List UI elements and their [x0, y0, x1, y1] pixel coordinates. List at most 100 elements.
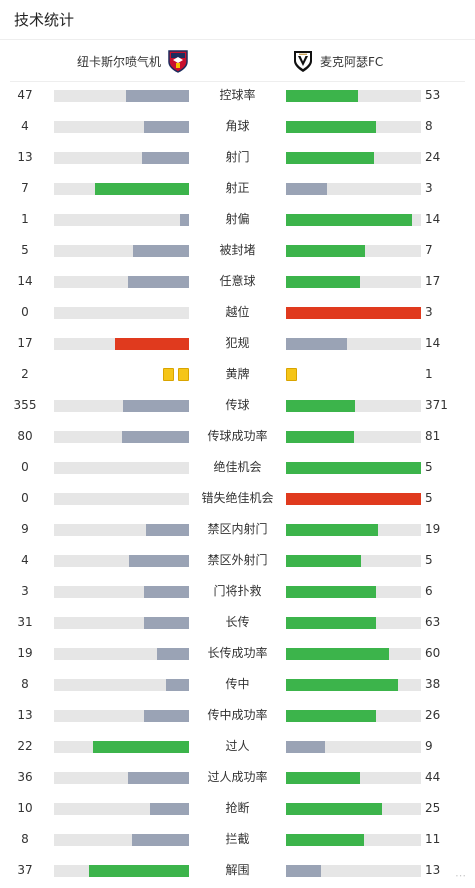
home-stat-value: 4: [21, 119, 29, 133]
home-stat-value: 47: [17, 88, 33, 102]
home-stat-bar-track: [54, 307, 189, 319]
home-stat-bar-fill: [94, 183, 189, 195]
away-stat-bar-track: [286, 772, 421, 784]
stat-row: 0 绝佳机会 5: [0, 452, 475, 483]
away-stat-value: 19: [425, 522, 441, 536]
away-stat-value: 14: [425, 212, 441, 226]
home-stat-bar-fill: [89, 865, 189, 877]
stat-row: 13 射门 24: [0, 142, 475, 173]
home-stat-bar-fill: [141, 152, 189, 164]
home-stat-bar-track: [54, 338, 189, 350]
away-stat-bar-track: [286, 524, 421, 536]
home-stat-bar-fill: [144, 121, 189, 133]
home-stat-bar-fill: [121, 431, 189, 443]
home-stat-value: 13: [17, 150, 33, 164]
home-stat-value: 2: [21, 367, 29, 381]
home-stat-bar-track: [54, 524, 189, 536]
stat-row: 355 传球 371: [0, 390, 475, 421]
stat-row: 4 角球 8: [0, 111, 475, 142]
stat-row: 7 射正 3: [0, 173, 475, 204]
away-team-name: 麦克阿瑟FC: [320, 54, 384, 69]
stat-label: 传球: [225, 398, 250, 412]
away-stat-value: 8: [425, 119, 433, 133]
away-stat-bar-track: [286, 338, 421, 350]
home-stat-value: 5: [21, 243, 29, 257]
home-stat-value: 19: [17, 646, 33, 660]
away-stat-value: 14: [425, 336, 441, 350]
away-team[interactable]: 麦克阿瑟FC: [292, 40, 383, 82]
home-stat-value: 1: [21, 212, 29, 226]
yellow-card-icon: [178, 368, 189, 381]
home-stat-bar-fill: [123, 400, 189, 412]
away-stat-value: 25: [425, 801, 441, 815]
home-stat-value: 10: [17, 801, 33, 815]
stat-row: 37 解围 13: [0, 855, 475, 886]
away-stat-bar-track: [286, 710, 421, 722]
home-stat-bar-track: [54, 493, 189, 505]
home-stat-bar-track: [54, 152, 189, 164]
home-stat-bar-track: [54, 865, 189, 877]
away-stat-value: 371: [425, 398, 448, 412]
home-stat-value: 8: [21, 832, 29, 846]
away-stat-value: 38: [425, 677, 441, 691]
stat-label: 犯规: [225, 336, 250, 350]
stat-row: 0 错失绝佳机会 5: [0, 483, 475, 514]
stat-label: 任意球: [219, 274, 256, 288]
away-stat-bar-fill: [286, 276, 361, 288]
away-stat-bar-fill: [286, 183, 327, 195]
home-stat-bar-fill: [129, 555, 189, 567]
home-stat-bar-fill: [144, 586, 189, 598]
home-stat-value: 3: [21, 584, 29, 598]
home-stat-value: 9: [21, 522, 29, 536]
stat-label: 解围: [225, 863, 250, 877]
stat-label: 抢断: [225, 801, 250, 815]
stat-label: 传球成功率: [207, 429, 268, 443]
away-stat-bar-track: [286, 865, 421, 877]
away-stat-bar-track: [286, 90, 421, 102]
away-stat-bar-fill: [286, 431, 354, 443]
stat-label: 过人成功率: [207, 770, 268, 784]
home-stat-bar-track: [54, 276, 189, 288]
away-stat-bar-track: [286, 400, 421, 412]
away-stat-bar-fill: [286, 679, 398, 691]
home-team-name: 纽卡斯尔喷气机: [77, 54, 162, 69]
home-stat-bar-fill: [180, 214, 189, 226]
home-stat-bar-fill: [144, 710, 189, 722]
home-stat-bar-track: [54, 648, 189, 660]
home-stat-value: 355: [13, 398, 37, 412]
away-stat-bar-fill: [286, 555, 361, 567]
away-stat-value: 63: [425, 615, 441, 629]
page-title: 技术统计: [14, 11, 75, 29]
away-stat-bar-track: [286, 493, 421, 505]
away-stat-bar-fill: [286, 493, 421, 505]
home-stat-bar-track: [54, 90, 189, 102]
away-stat-bar-track: [286, 586, 421, 598]
home-stat-value: 7: [21, 181, 29, 195]
away-stat-bar-fill: [286, 865, 322, 877]
home-stat-bar-fill: [114, 338, 189, 350]
home-stat-value: 4: [21, 553, 29, 567]
home-stat-bar-track: [54, 121, 189, 133]
stat-row: 31 长传 63: [0, 607, 475, 638]
away-stat-value: 9: [425, 739, 433, 753]
away-stat-value: 7: [425, 243, 433, 257]
stat-label: 射偏: [225, 212, 250, 226]
home-stat-bar-track: [54, 431, 189, 443]
home-stat-bar-fill: [132, 245, 189, 257]
stat-label: 绝佳机会: [213, 460, 262, 474]
home-team[interactable]: 纽卡斯尔喷气机: [77, 40, 189, 82]
away-stat-bar-fill: [286, 710, 376, 722]
away-stat-bar-track: [286, 307, 421, 319]
stat-row: 22 过人 9: [0, 731, 475, 762]
stat-row: 8 传中 38: [0, 669, 475, 700]
away-stat-value: 26: [425, 708, 441, 722]
home-stat-value: 0: [21, 460, 29, 474]
home-stat-bar-track: [54, 710, 189, 722]
home-stat-bar-track: [54, 772, 189, 784]
away-stat-bar-track: [286, 431, 421, 443]
away-stat-value: 3: [425, 181, 433, 195]
away-stat-bar-track: [286, 834, 421, 846]
home-stat-bar-track: [54, 462, 189, 474]
home-stat-bar-fill: [128, 772, 189, 784]
stat-label: 黄牌: [225, 367, 250, 381]
